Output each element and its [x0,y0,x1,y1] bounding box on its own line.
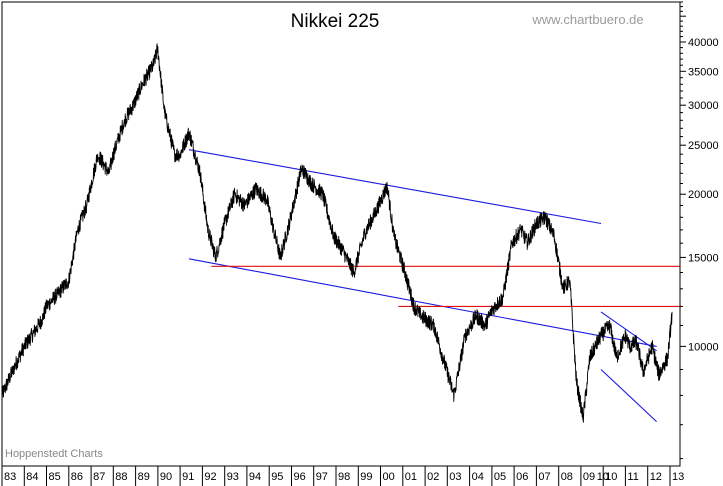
y-tick-label: 20000 [688,189,719,201]
x-tick-label: 00 [383,471,395,483]
x-tick-label: 87 [93,471,105,483]
x-tick-label: 06 [516,471,528,483]
x-tick-label: 04 [472,471,484,483]
x-tick-label: 92 [204,471,216,483]
x-tick-label: 01 [405,471,417,483]
x-tick-label: 86 [71,471,83,483]
x-tick-label: 94 [249,471,261,483]
x-tick-label: 99 [360,471,372,483]
trend-line-1 [188,149,602,225]
x-tick-label: 98 [338,471,350,483]
y-tick-label: 40000 [688,37,719,49]
x-tick-label: 10 [597,471,609,483]
x-tick-label: 10 [605,471,617,483]
y-tick-label: 25000 [688,140,719,152]
y-tick-label: 10000 [688,341,719,353]
x-tick-label: 05 [494,471,506,483]
x-tick-label: 84 [26,471,38,483]
chart-title: Nikkei 225 [291,11,380,32]
y-tick-label: 35000 [688,66,719,78]
x-tick-label: 83 [4,471,16,483]
trend-line-2 [188,258,657,347]
x-tick-label: 85 [49,471,61,483]
x-tick-label: 88 [115,471,127,483]
y-tick-label: 30000 [688,100,719,112]
x-tick-label: 12 [650,471,662,483]
chart-watermark: www.chartbuero.de [531,12,643,27]
x-tick-label: 08 [561,471,573,483]
chart-source: Hoppenstedt Charts [5,448,103,460]
x-tick-label: 89 [138,471,150,483]
x-tick-label: 03 [449,471,461,483]
x-tick-label: 97 [316,471,328,483]
x-tick-label: 96 [294,471,306,483]
x-tick-label: 02 [427,471,439,483]
trend-line-4 [600,369,657,423]
x-tick-label: 07 [538,471,550,483]
x-tick-label: 95 [271,471,283,483]
x-tick-label: 93 [227,471,239,483]
y-tick-label: 15000 [688,252,719,264]
x-tick-label: 11 [627,471,638,483]
x-tick-label: 13 [672,471,684,483]
price-series-line-1 [1,43,673,423]
x-tick-label: 91 [182,471,194,483]
trend-line-3 [600,311,657,352]
x-tick-label: 09 [583,471,595,483]
x-tick-label: 90 [160,471,172,483]
